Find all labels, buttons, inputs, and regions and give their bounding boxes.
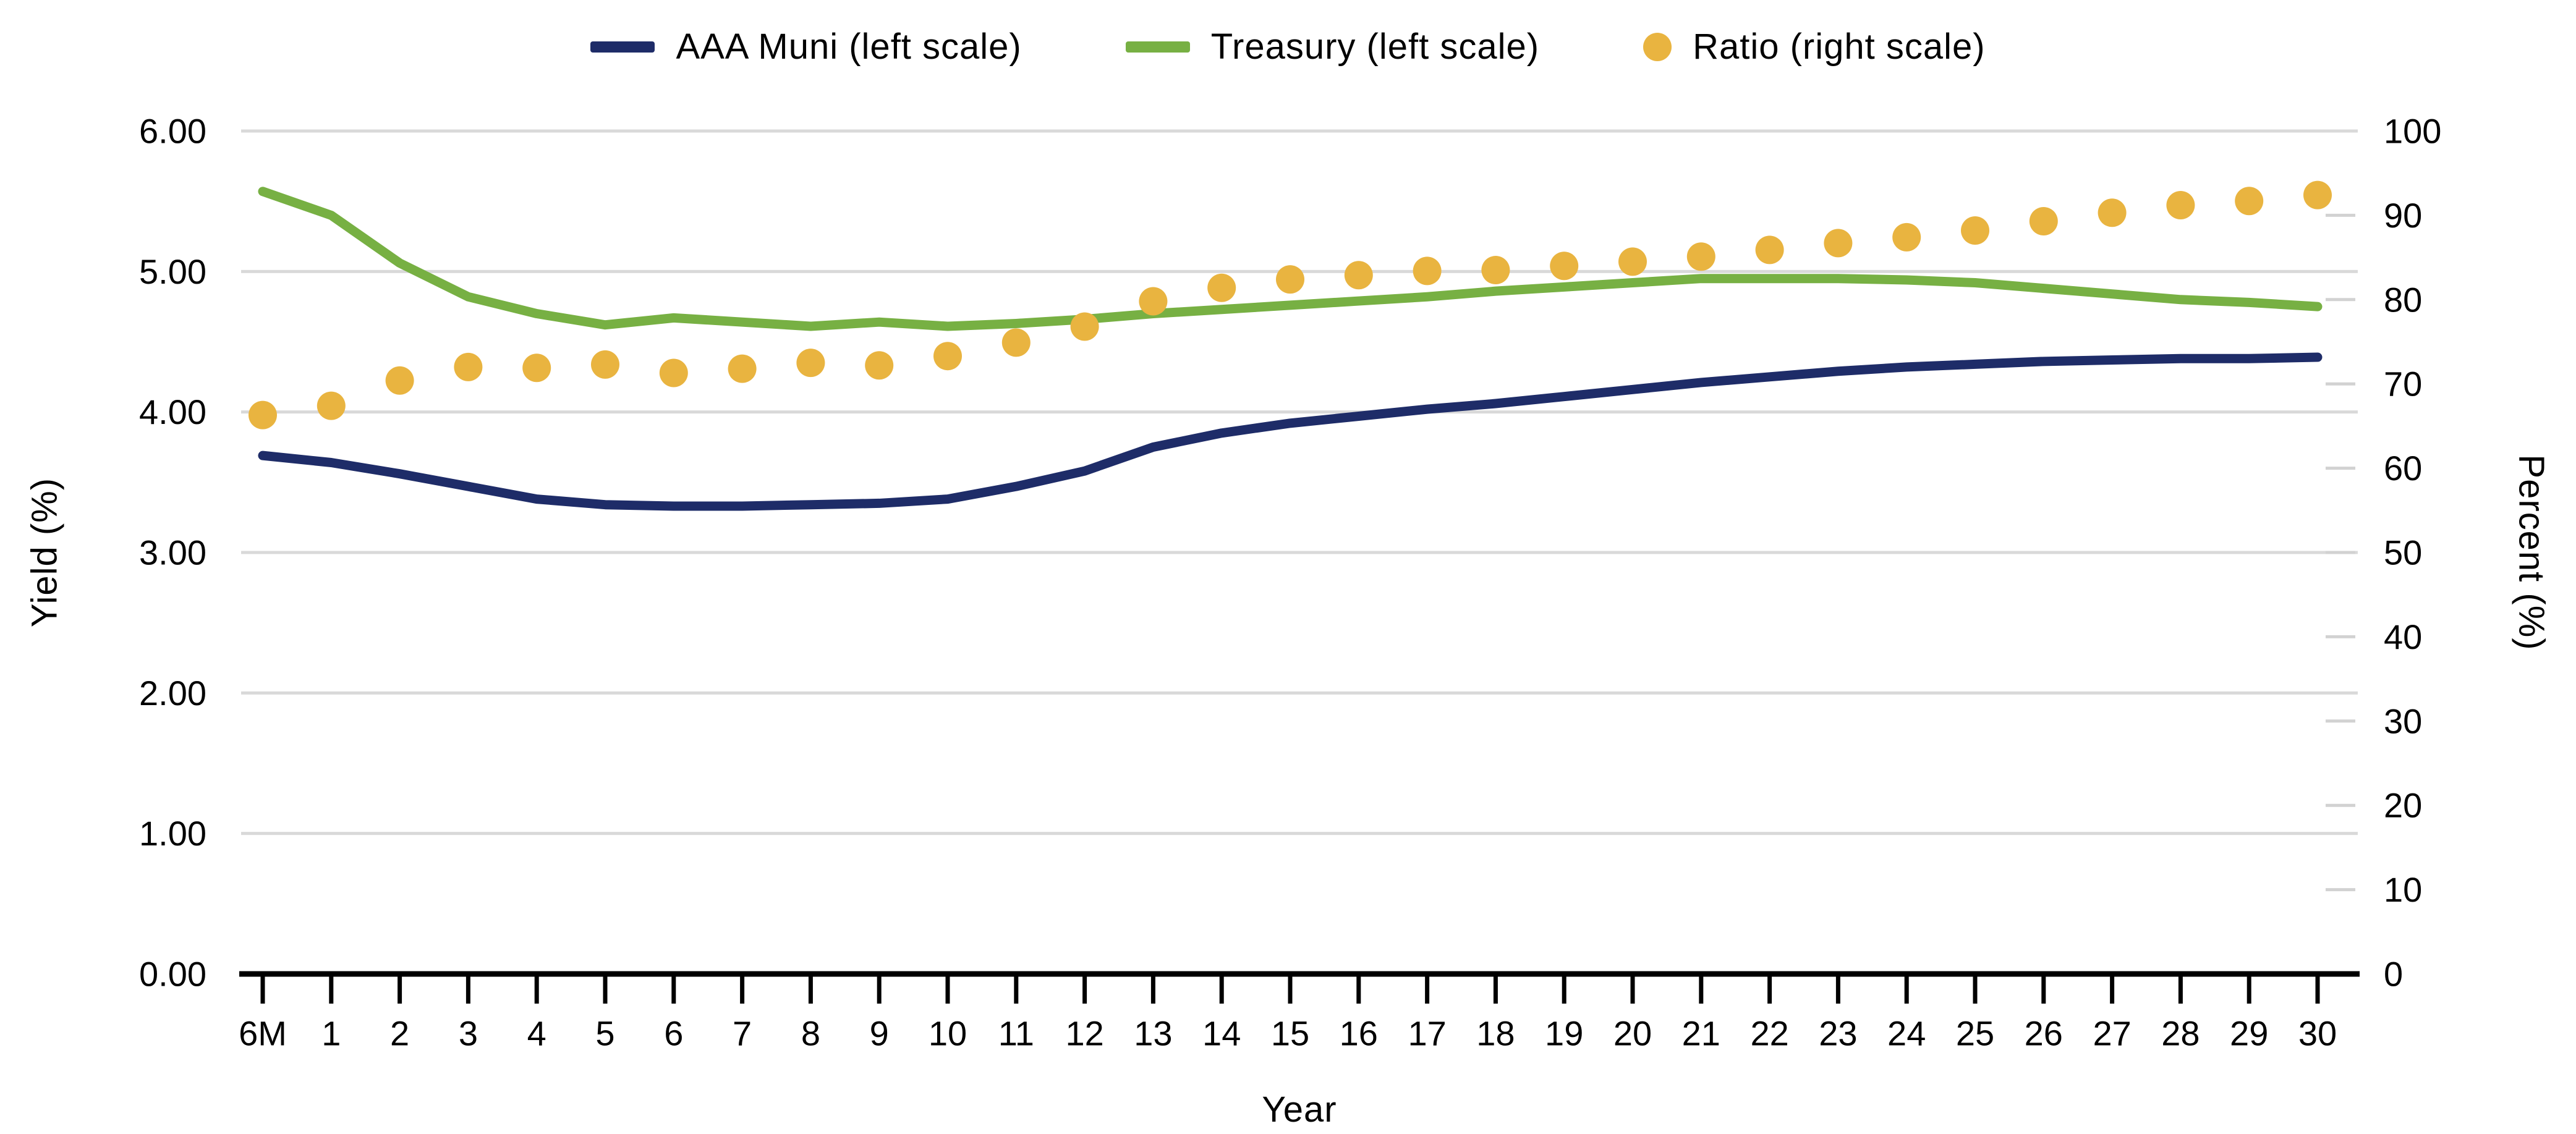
aaa-muni-line (258, 352, 2323, 511)
x-tick-label-9: 9 (870, 1014, 889, 1053)
x-tick-label-6: 6 (664, 1014, 683, 1053)
right-tick-label-70: 70 (2384, 365, 2422, 404)
left-tick-label-0.00: 0.00 (139, 955, 206, 994)
ratio-dot-18 (1481, 256, 1510, 285)
right-tick-label-90: 90 (2384, 196, 2422, 235)
x-tick-label-14: 14 (1202, 1014, 1241, 1053)
ratio-dot-8 (796, 349, 825, 378)
left-tick-label-5.00: 5.00 (139, 252, 206, 291)
x-tick-label-11: 11 (998, 1014, 1034, 1053)
x-tick-label-4: 4 (527, 1014, 546, 1053)
ratio-dot-24 (1892, 222, 1921, 252)
ratio-dot-11 (1001, 328, 1031, 357)
ratio-dot-7 (728, 354, 757, 383)
x-tick-label-26: 26 (2025, 1014, 2063, 1053)
right-tick-label-40: 40 (2384, 617, 2422, 656)
ratio-dot-17 (1413, 256, 1442, 286)
x-tick-label-27: 27 (2093, 1014, 2131, 1053)
left-tick-label-6.00: 6.00 (139, 112, 206, 151)
ratio-dot-6M (249, 400, 277, 429)
x-tick-label-16: 16 (1340, 1014, 1378, 1053)
ratio-dot-30 (2303, 180, 2332, 209)
ratio-dot-20 (1618, 247, 1647, 276)
ratio-dot-16 (1344, 261, 1373, 290)
x-tick-label-1: 1 (321, 1014, 341, 1053)
ratio-dot-12 (1070, 312, 1099, 341)
ratio-dot-14 (1207, 273, 1236, 302)
ratio-dot-1 (317, 391, 346, 420)
treasury-swatch-icon (1125, 41, 1190, 53)
right-tick-label-0: 0 (2384, 955, 2403, 994)
ratio-dot-9 (865, 351, 894, 380)
left-tick-label-3.00: 3.00 (139, 533, 206, 572)
ratio-dot-13 (1139, 287, 1168, 316)
x-tick-label-3: 3 (459, 1014, 478, 1053)
ratio-dot-19 (1550, 252, 1579, 281)
x-tick-label-17: 17 (1408, 1014, 1446, 1053)
ratio-dot-23 (1824, 229, 1853, 258)
right-tick-label-50: 50 (2384, 533, 2422, 572)
right-tick-label-30: 30 (2384, 701, 2422, 740)
ratio-dot-15 (1276, 265, 1304, 294)
x-tick-label-25: 25 (1956, 1014, 1994, 1053)
x-tick-label-13: 13 (1134, 1014, 1172, 1053)
ratio-dot-10 (933, 342, 962, 371)
ratio-dot-29 (2235, 187, 2264, 216)
x-tick-label-7: 7 (733, 1014, 752, 1053)
ratio-dot-3 (454, 352, 483, 381)
legend: AAA Muni (left scale) Treasury (left sca… (0, 26, 2576, 67)
ratio-dot-26 (2029, 206, 2058, 235)
treasury-line (258, 187, 2323, 331)
ratio-dot-28 (2166, 191, 2195, 220)
ratio-dot-4 (522, 353, 551, 383)
x-tick-label-6M: 6M (239, 1014, 287, 1053)
right-tick-label-80: 80 (2384, 280, 2422, 319)
ratio-dot-6 (659, 358, 688, 387)
ratio-dot-25 (1961, 216, 1989, 245)
ratio-swatch-icon (1643, 32, 1672, 61)
legend-label-aaa-muni: AAA Muni (left scale) (676, 27, 1022, 67)
right-tick-label-100: 100 (2384, 112, 2441, 151)
x-tick-label-20: 20 (1613, 1014, 1652, 1053)
x-tick-label-10: 10 (929, 1014, 967, 1053)
legend-item-treasury: Treasury (left scale) (1125, 26, 1540, 67)
ratio-dot-22 (1755, 235, 1784, 264)
x-tick-label-19: 19 (1545, 1014, 1583, 1053)
x-tick-label-18: 18 (1476, 1014, 1515, 1053)
x-tick-label-15: 15 (1271, 1014, 1309, 1053)
left-tick-label-4.00: 4.00 (139, 392, 206, 431)
x-tick-label-21: 21 (1682, 1014, 1720, 1053)
legend-item-aaa-muni: AAA Muni (left scale) (590, 26, 1021, 67)
left-tick-label-2.00: 2.00 (139, 674, 206, 713)
x-tick-label-22: 22 (1750, 1014, 1788, 1053)
right-tick-label-20: 20 (2384, 786, 2422, 825)
x-axis-title: Year (1262, 1090, 1337, 1130)
ratio-dot-2 (385, 366, 414, 395)
x-tick-label-29: 29 (2230, 1014, 2268, 1053)
x-tick-label-12: 12 (1065, 1014, 1103, 1053)
x-tick-label-28: 28 (2161, 1014, 2200, 1053)
x-tick-label-30: 30 (2298, 1014, 2337, 1053)
x-tick-label-5: 5 (595, 1014, 614, 1053)
x-tick-label-24: 24 (1887, 1014, 1926, 1053)
ratio-dot-21 (1686, 242, 1715, 271)
x-tick-label-8: 8 (801, 1014, 820, 1053)
x-tick-label-23: 23 (1819, 1014, 1857, 1053)
ratio-dot-5 (591, 350, 619, 379)
aaa-muni-swatch-icon (590, 41, 655, 53)
legend-item-ratio: Ratio (right scale) (1643, 26, 1985, 67)
x-tick-label-2: 2 (390, 1014, 409, 1053)
right-tick-label-60: 60 (2384, 449, 2422, 488)
legend-label-ratio: Ratio (right scale) (1693, 27, 1986, 67)
right-tick-label-10: 10 (2384, 870, 2422, 909)
legend-label-treasury: Treasury (left scale) (1210, 27, 1540, 67)
left-tick-label-1.00: 1.00 (139, 814, 206, 853)
ratio-dot-27 (2098, 198, 2127, 227)
